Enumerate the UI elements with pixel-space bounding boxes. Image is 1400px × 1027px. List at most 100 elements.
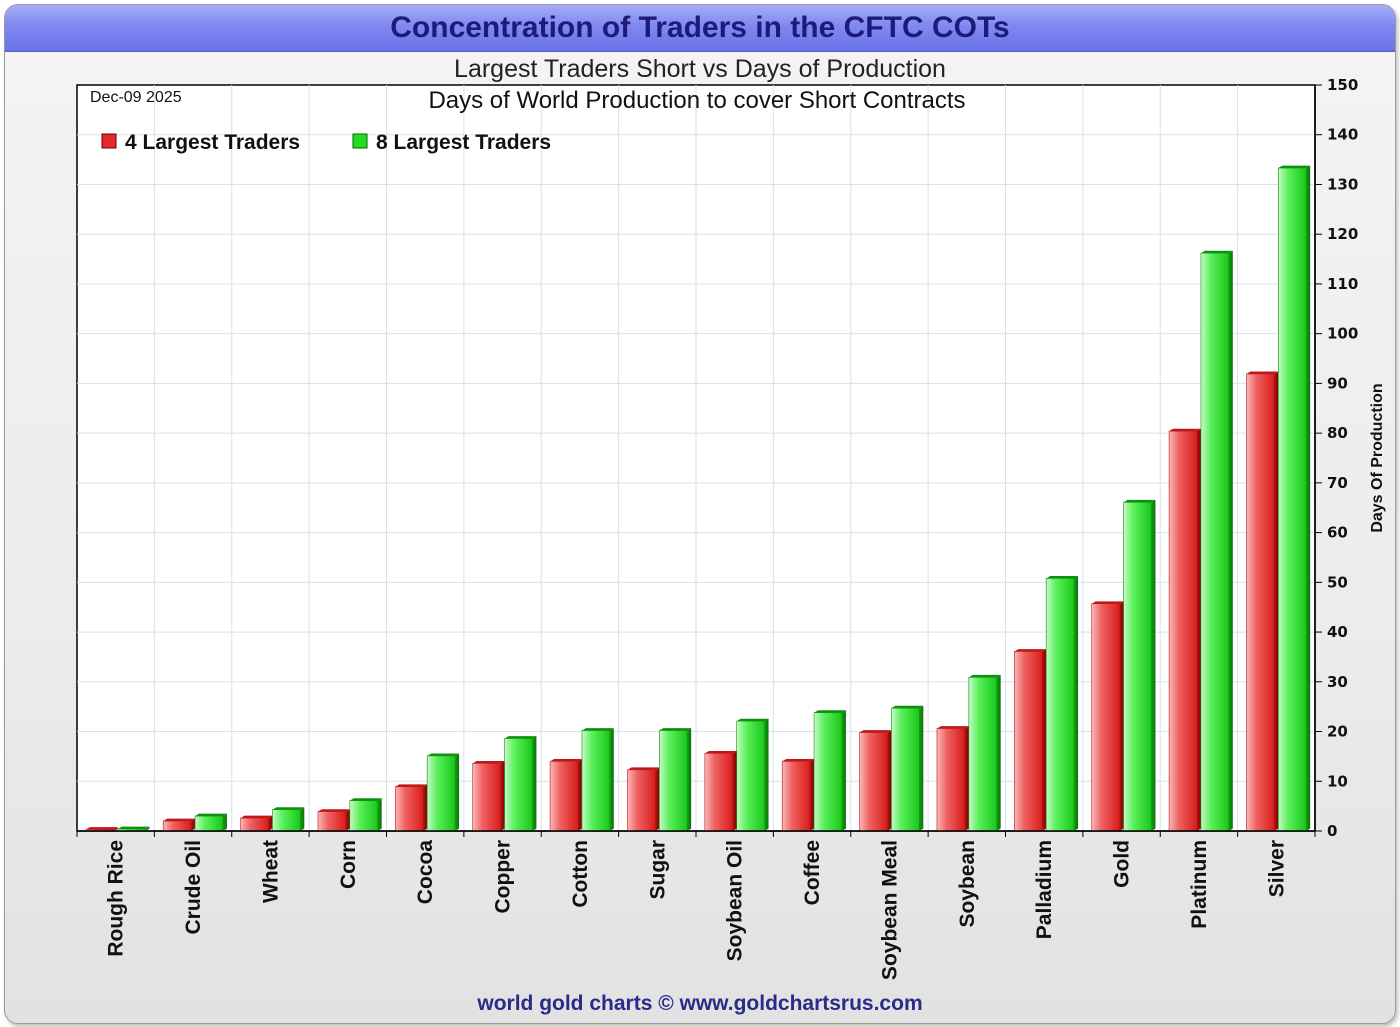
x-tick-label: Silver [1265, 840, 1288, 897]
bar-face [627, 769, 656, 832]
y-tick-label: 120 [1327, 225, 1358, 243]
chart-date: Dec-09 2025 [90, 89, 182, 106]
bar-top [1123, 499, 1156, 503]
x-axis: Rough Rice Crude Oil Wheat Corn Cocoa Copper C… [76, 830, 1316, 980]
bar-face [891, 707, 920, 832]
bar-4-largest-soybean-oil [704, 751, 737, 832]
y-axis: 0 10 20 30 40 50 60 70 80 90 100 110 120 130 140 150 [1314, 76, 1358, 840]
bar-side [655, 767, 660, 831]
bar-4-largest-cocoa [395, 784, 428, 832]
chart-title: Concentration of Traders in the CFTC COT… [5, 5, 1395, 52]
bar-top [891, 705, 924, 709]
bar-face [581, 730, 611, 832]
bar-side [145, 826, 150, 831]
bar-top [627, 767, 660, 770]
bar-side [1151, 499, 1156, 831]
bar-side [996, 674, 1001, 831]
bar-side [732, 751, 737, 831]
bar-face [395, 786, 424, 832]
bar-top [163, 818, 196, 822]
bar-top [472, 760, 505, 764]
legend: 4 Largest Traders 8 Largest Traders [101, 131, 551, 154]
bar-side [841, 710, 846, 831]
bar-side [964, 726, 969, 831]
bar-top [859, 730, 892, 733]
bar-8-largest-cotton [581, 728, 614, 832]
bar-face [426, 755, 456, 832]
bar-8-largest-gold [1123, 499, 1156, 832]
y-tick-label: 150 [1327, 76, 1358, 94]
bar-face [194, 815, 224, 832]
bar-8-largest-cocoa [426, 753, 460, 832]
bar-face [1123, 501, 1152, 832]
bar-face [549, 761, 579, 832]
legend-label-4-largest: 4 Largest Traders [125, 131, 300, 154]
bar-top [349, 798, 382, 801]
bar-8-largest-coffee [813, 710, 846, 832]
bar-face [1168, 430, 1198, 832]
bar-4-largest-soybean-meal [859, 730, 892, 832]
y-tick-label: 30 [1327, 673, 1348, 691]
bar-face [504, 738, 533, 832]
bar-side [455, 753, 460, 831]
bar-face [1014, 651, 1043, 832]
x-tick-label: Crude Oil [182, 840, 205, 935]
bar-face [1246, 373, 1275, 832]
bar-side [1228, 250, 1233, 831]
bar-face [349, 800, 378, 832]
bar-side [1074, 575, 1079, 831]
bar-top [736, 718, 769, 722]
bar-side [222, 813, 227, 831]
bar-top [1278, 165, 1311, 169]
bar-8-largest-copper [504, 736, 537, 832]
bar-side [268, 815, 273, 831]
bar-side [687, 728, 692, 831]
x-tick-label: Copper [492, 840, 515, 914]
bar-face [968, 677, 997, 832]
bar-top [581, 728, 614, 731]
bar-top [1014, 649, 1047, 652]
bar-4-largest-sugar [627, 767, 660, 832]
bar-side [810, 758, 815, 831]
bar-side [919, 705, 924, 831]
y-tick-label: 70 [1327, 474, 1348, 492]
bar-side [191, 818, 196, 831]
bar-side [300, 807, 305, 831]
bar-side [1196, 428, 1201, 831]
bar-face [240, 817, 269, 832]
bar-top [272, 807, 305, 810]
x-tick-label: Corn [337, 840, 360, 889]
plot-title: Days of World Production to cover Short … [428, 87, 965, 114]
bar-8-largest-platinum [1200, 250, 1233, 832]
bar-4-largest-soybean [936, 726, 969, 832]
bar-side [609, 728, 614, 831]
bar-top [117, 826, 150, 830]
bar-8-largest-palladium [1045, 575, 1079, 832]
bar-side [1306, 165, 1311, 831]
bar-face [781, 761, 811, 832]
chart-subtitle: Largest Traders Short vs Days of Product… [454, 55, 946, 83]
bar-top [240, 815, 273, 819]
y-tick-label: 80 [1327, 424, 1348, 442]
x-tick-label: Gold [1111, 840, 1134, 888]
bar-8-largest-soybean [968, 674, 1001, 832]
bar-4-largest-copper [472, 760, 505, 832]
y-tick-label: 90 [1327, 374, 1348, 392]
bar-top [395, 784, 428, 787]
bar-top [427, 753, 460, 756]
bar-side [500, 760, 505, 831]
bar-face [1278, 167, 1307, 832]
bar-8-largest-corn [349, 798, 382, 832]
bar-top [195, 813, 227, 817]
bar-side [764, 718, 769, 831]
x-tick-label: Cotton [569, 840, 592, 908]
bar-top [550, 758, 582, 762]
bar-top [1091, 601, 1124, 604]
y-tick-label: 50 [1327, 573, 1348, 591]
bar-top [85, 827, 118, 830]
legend-label-8-largest: 8 Largest Traders [376, 131, 551, 154]
bar-top [1169, 428, 1201, 432]
bar-side [1119, 601, 1124, 831]
x-tick-label: Soybean Oil [724, 840, 747, 961]
bar-face [859, 732, 888, 832]
